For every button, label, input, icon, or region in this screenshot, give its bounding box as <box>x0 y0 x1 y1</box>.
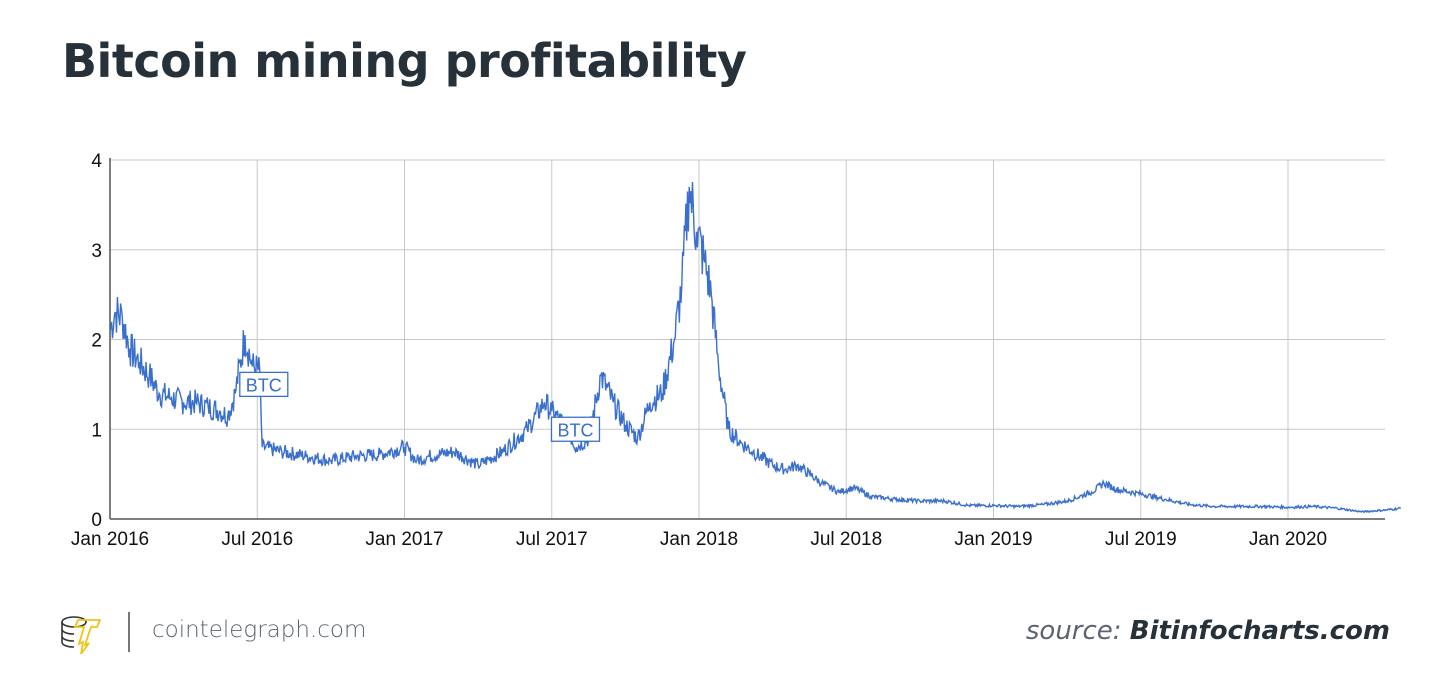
annotation-box <box>239 371 289 398</box>
cointelegraph-logo-icon <box>58 612 104 659</box>
series-line-btc <box>109 181 1401 514</box>
x-tick-label: Jan 2019 <box>954 529 1032 550</box>
y-tick-label: 4 <box>91 151 102 172</box>
x-tick-label: Jan 2016 <box>71 529 149 550</box>
brand-link[interactable]: cointelegraph.com <box>152 617 367 643</box>
x-tick-label: Jan 2018 <box>660 529 738 550</box>
y-tick-label: 1 <box>91 420 102 441</box>
annotation-box <box>550 416 601 442</box>
chart: 0 1 2 3 4 Jan 2016 Jul 2016 Jan 2017 Jul 2017 Jan… <box>71 151 1401 550</box>
x-tick-label: Jul 2016 <box>221 529 293 550</box>
x-tick-label: Jul 2018 <box>810 529 882 550</box>
y-tick-label: 2 <box>91 331 102 352</box>
x-tick-label: Jan 2020 <box>1249 529 1327 550</box>
source-name: Bitinfocharts.com <box>1129 616 1390 646</box>
footer-divider <box>128 612 130 652</box>
source-prefix: source: <box>1025 616 1122 646</box>
source-credit: source: Bitinfocharts.com <box>1026 616 1390 646</box>
x-tick-label: Jan 2017 <box>365 529 443 550</box>
y-tick-label: 0 <box>91 510 102 531</box>
annotation-label: BTC <box>246 375 282 395</box>
y-tick-label: 3 <box>91 241 102 262</box>
annotation-label: BTC <box>557 420 593 440</box>
x-tick-label: Jul 2019 <box>1105 529 1177 550</box>
chart-title: Bitcoin mining profitability <box>62 34 747 88</box>
x-tick-label: Jul 2017 <box>516 529 588 550</box>
